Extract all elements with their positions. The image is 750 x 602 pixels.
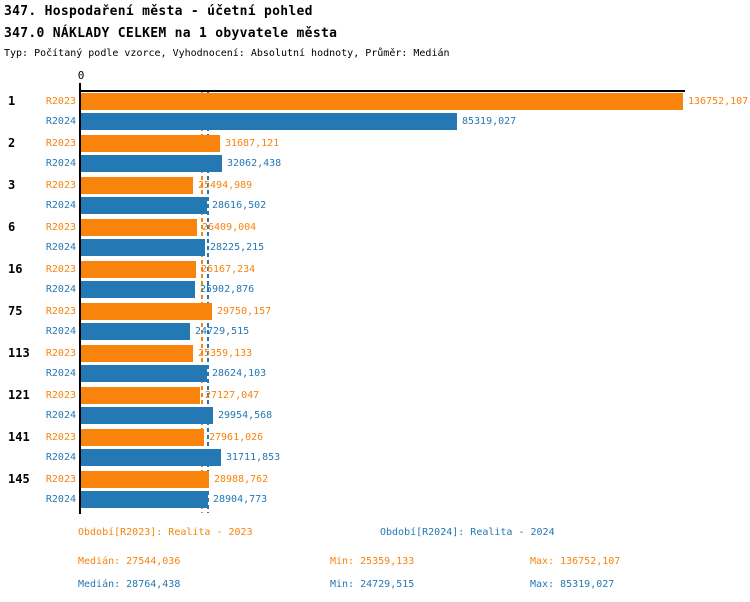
bar-r2024[interactable] <box>81 365 207 382</box>
category-label: 141 <box>8 430 30 444</box>
bar-value-label: 27127,047 <box>205 390 260 401</box>
series-label-r2024: R2024 <box>45 116 76 127</box>
median-line-r2024 <box>207 92 209 513</box>
bar-value-label: 31687,121 <box>225 138 280 149</box>
stat-max-r2023: Max: 136752,107 <box>530 556 621 567</box>
bar-value-label: 28904,773 <box>213 494 268 505</box>
bar-value-label: 28624,103 <box>212 368 267 379</box>
bar-r2024[interactable] <box>81 407 213 424</box>
axis-zero-label: 0 <box>77 69 85 82</box>
bar-value-label: 26167,234 <box>201 264 256 275</box>
bar-r2023[interactable] <box>81 135 220 152</box>
bar-value-label: 28616,502 <box>212 200 267 211</box>
bar-value-label: 26409,004 <box>202 222 257 233</box>
series-label-r2024: R2024 <box>45 410 76 421</box>
series-label-r2023: R2023 <box>45 96 76 107</box>
bar-r2023[interactable] <box>81 177 193 194</box>
series-label-r2024: R2024 <box>45 494 76 505</box>
series-label-r2024: R2024 <box>45 158 76 169</box>
bar-r2023[interactable] <box>81 387 200 404</box>
category-label: 75 <box>8 304 23 318</box>
legend-r2024: Období[R2024]: Realita - 2024 <box>380 527 555 538</box>
bar-r2023[interactable] <box>81 303 212 320</box>
indicator-title: 347.0 NÁKLADY CELKEM na 1 obyvatele měst… <box>4 26 338 41</box>
bar-value-label: 29750,157 <box>217 306 272 317</box>
bar-value-label: 25902,876 <box>200 284 255 295</box>
bar-r2024[interactable] <box>81 197 207 214</box>
series-label-r2024: R2024 <box>45 452 76 463</box>
category-label: 121 <box>8 388 30 402</box>
bar-value-label: 25359,133 <box>198 348 253 359</box>
report-title: 347. Hospodaření města - účetní pohled <box>4 4 313 19</box>
bar-r2024[interactable] <box>81 239 205 256</box>
median-line-r2023 <box>201 92 203 513</box>
bar-r2024[interactable] <box>81 323 190 340</box>
axis-left-line <box>79 83 81 514</box>
bar-value-label: 85319,027 <box>462 116 517 127</box>
series-label-r2023: R2023 <box>45 306 76 317</box>
series-label-r2023: R2023 <box>45 138 76 149</box>
category-label: 6 <box>8 220 16 234</box>
series-label-r2024: R2024 <box>45 326 76 337</box>
bar-r2024[interactable] <box>81 281 195 298</box>
category-label: 113 <box>8 346 30 360</box>
category-label: 2 <box>8 136 16 150</box>
bar-r2023[interactable] <box>81 219 197 236</box>
category-label: 3 <box>8 178 16 192</box>
series-label-r2024: R2024 <box>45 200 76 211</box>
series-label-r2024: R2024 <box>45 368 76 379</box>
bar-value-label: 32062,438 <box>227 158 282 169</box>
stat-median-r2024: Medián: 28764,438 <box>78 579 181 590</box>
stat-median-r2023: Medián: 27544,036 <box>78 556 181 567</box>
series-label-r2023: R2023 <box>45 264 76 275</box>
series-label-r2023: R2023 <box>45 180 76 191</box>
bar-r2024[interactable] <box>81 491 208 508</box>
bar-value-label: 27961,026 <box>209 432 264 443</box>
stat-min-r2023: Min: 25359,133 <box>330 556 415 567</box>
chart-meta-line: Typ: Počítaný podle vzorce, Vyhodnocení:… <box>4 48 450 59</box>
bar-value-label: 24729,515 <box>195 326 250 337</box>
category-label: 1 <box>8 94 16 108</box>
bar-value-label: 29954,568 <box>218 410 273 421</box>
stat-min-r2024: Min: 24729,515 <box>330 579 415 590</box>
category-label: 16 <box>8 262 23 276</box>
series-label-r2023: R2023 <box>45 474 76 485</box>
bar-r2023[interactable] <box>81 471 209 488</box>
bar-r2023[interactable] <box>81 429 204 446</box>
series-label-r2024: R2024 <box>45 242 76 253</box>
bar-value-label: 28988,762 <box>214 474 269 485</box>
bar-r2024[interactable] <box>81 449 221 466</box>
bar-value-label: 31711,853 <box>226 452 281 463</box>
series-label-r2023: R2023 <box>45 348 76 359</box>
series-label-r2023: R2023 <box>45 432 76 443</box>
axis-top-line <box>79 90 685 92</box>
legend-r2023: Období[R2023]: Realita - 2023 <box>78 527 253 538</box>
bar-value-label: 28225,215 <box>210 242 265 253</box>
bar-r2024[interactable] <box>81 155 222 172</box>
bar-r2023[interactable] <box>81 261 196 278</box>
bar-r2024[interactable] <box>81 113 457 130</box>
category-label: 145 <box>8 472 30 486</box>
bar-value-label: 136752,107 <box>688 96 749 107</box>
bar-r2023[interactable] <box>81 345 193 362</box>
stat-max-r2024: Max: 85319,027 <box>530 579 615 590</box>
bar-r2023[interactable] <box>81 93 683 110</box>
series-label-r2024: R2024 <box>45 284 76 295</box>
bar-value-label: 25494,989 <box>198 180 253 191</box>
series-label-r2023: R2023 <box>45 222 76 233</box>
series-label-r2023: R2023 <box>45 390 76 401</box>
